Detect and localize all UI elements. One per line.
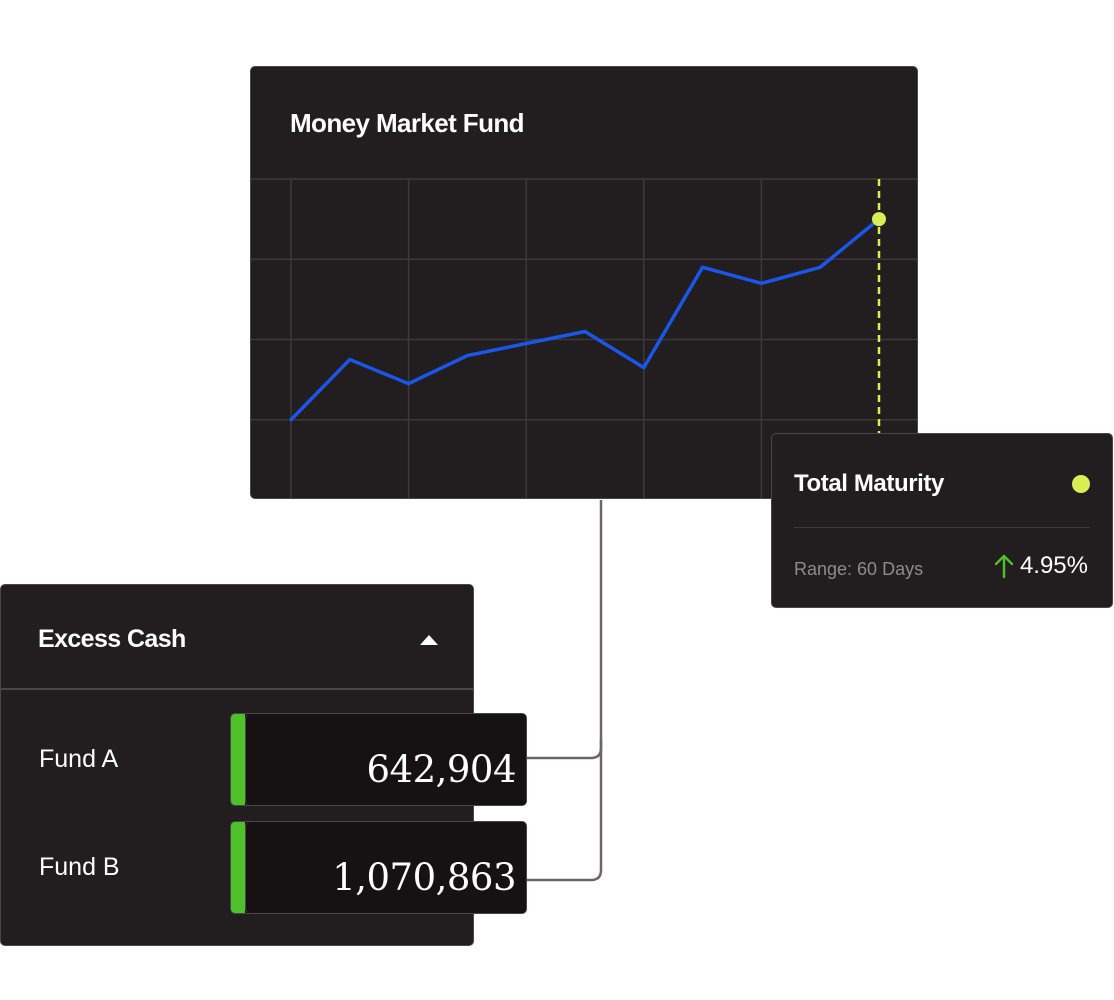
divider: [794, 527, 1090, 528]
arrow-up-icon: [994, 554, 1014, 579]
total-maturity-card: Total Maturity Range: 60 Days 4.95%: [771, 433, 1113, 608]
connector-fund-a: [527, 500, 603, 760]
value-accent-bar: [231, 822, 245, 913]
change-indicator: 4.95%: [994, 552, 1088, 580]
chart-title: Money Market Fund: [290, 108, 525, 138]
fund-a-value-box: 642,904: [230, 713, 527, 806]
fund-b-label: Fund B: [39, 853, 120, 881]
data-point: [407, 382, 411, 386]
data-point: [583, 329, 587, 333]
data-point: [818, 265, 822, 269]
data-point: [642, 366, 646, 370]
series-line: [289, 217, 881, 422]
fund-b-value: 1,070,863: [332, 856, 516, 899]
data-point: [289, 418, 293, 422]
fund-b-value-box: 1,070,863: [230, 821, 527, 914]
fund-a-value: 642,904: [366, 748, 516, 791]
value-accent-bar: [231, 714, 245, 805]
connector-fund-b: [527, 740, 603, 882]
highlight-point: [872, 212, 886, 227]
money-market-chart: [251, 178, 917, 498]
data-point: [465, 354, 469, 358]
fund-a-label: Fund A: [39, 745, 119, 773]
data-point: [348, 358, 352, 362]
maturity-title: Total Maturity: [794, 470, 944, 497]
divider: [1, 688, 473, 690]
collapse-button[interactable]: [411, 629, 447, 653]
data-point: [524, 342, 528, 346]
excess-cash-title: Excess Cash: [38, 625, 186, 653]
data-point: [759, 281, 763, 285]
data-point: [701, 265, 705, 269]
change-value: 4.95%: [1019, 552, 1088, 579]
status-dot-icon: [1072, 475, 1090, 493]
range-label: Range: 60 Days: [794, 559, 924, 579]
caret-up-icon: [420, 635, 438, 645]
money-market-fund-card: Money Market Fund: [250, 66, 918, 499]
